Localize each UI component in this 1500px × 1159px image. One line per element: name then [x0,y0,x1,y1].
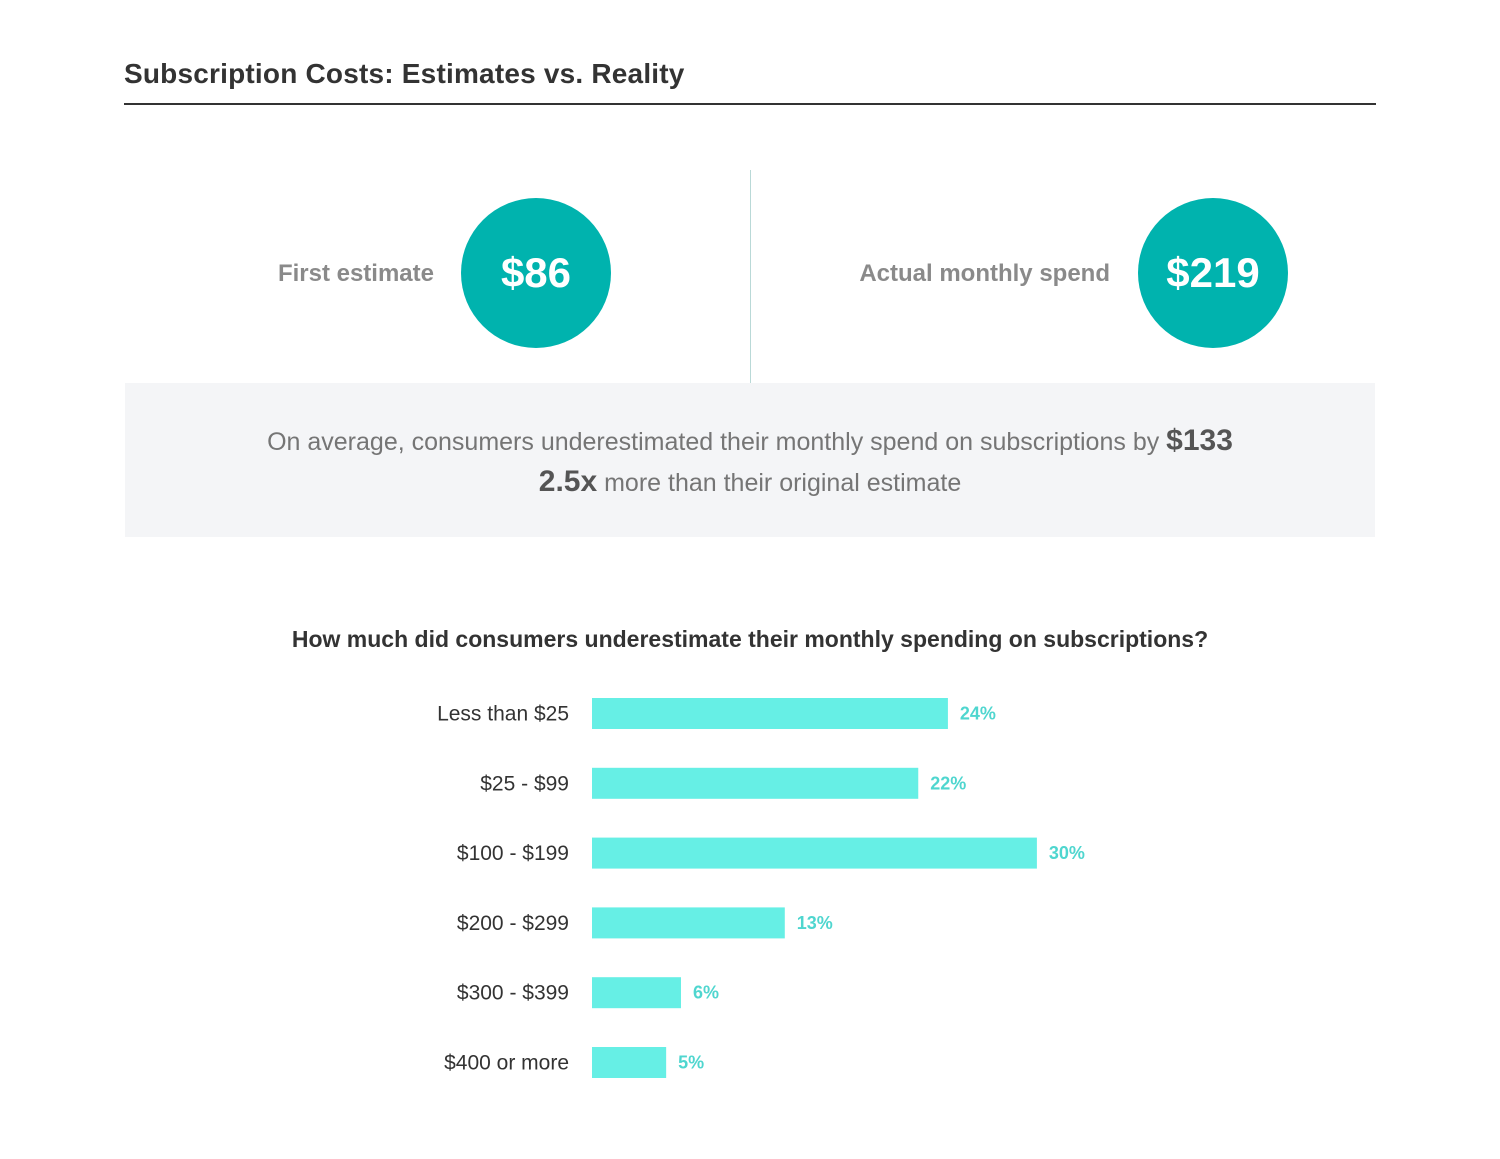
summary-line-1-text: On average, consumers underestimated the… [267,428,1160,456]
value-label: 5% [678,1053,704,1073]
category-label: $200 - $299 [457,912,569,935]
bar [592,837,1037,869]
title-underline [124,103,1376,105]
summary-line-1: On average, consumers underestimated the… [125,423,1375,460]
bar [592,977,681,1009]
bar [592,767,919,799]
summary-line-2-text: more than their original estimate [604,469,962,497]
value-label: 30% [1049,843,1085,863]
bar [592,1047,667,1078]
page-title: Subscription Costs: Estimates vs. Realit… [124,58,685,89]
category-label: $100 - $199 [457,842,569,865]
actual-spend-circle: $219 [1138,198,1288,348]
category-label: $400 or more [444,1052,569,1075]
actual-spend-value: $219 [1166,249,1260,296]
bar [592,907,785,939]
category-label: Less than $25 [437,703,569,726]
value-label: 13% [797,913,833,933]
category-label: $300 - $399 [457,982,569,1005]
first-estimate-circle: $86 [461,198,611,348]
chart-title: How much did consumers underestimate the… [291,626,1209,652]
value-label: 6% [693,983,719,1003]
value-label: 22% [930,773,966,793]
first-estimate-label: First estimate [277,260,434,287]
summary-box: On average, consumers underestimated the… [125,383,1375,537]
actual-spend-label: Actual monthly spend [859,260,1110,287]
summary-multiplier: 2.5x [538,465,598,498]
summary-line-2: 2.5x more than their original estimate [125,464,1375,501]
stats-divider [750,170,751,383]
summary-underestimate-amount: $133 [1166,424,1233,457]
value-label: 24% [960,704,996,724]
first-estimate-value: $86 [500,249,572,296]
category-label: $25 - $99 [480,772,569,795]
bar [592,698,948,729]
